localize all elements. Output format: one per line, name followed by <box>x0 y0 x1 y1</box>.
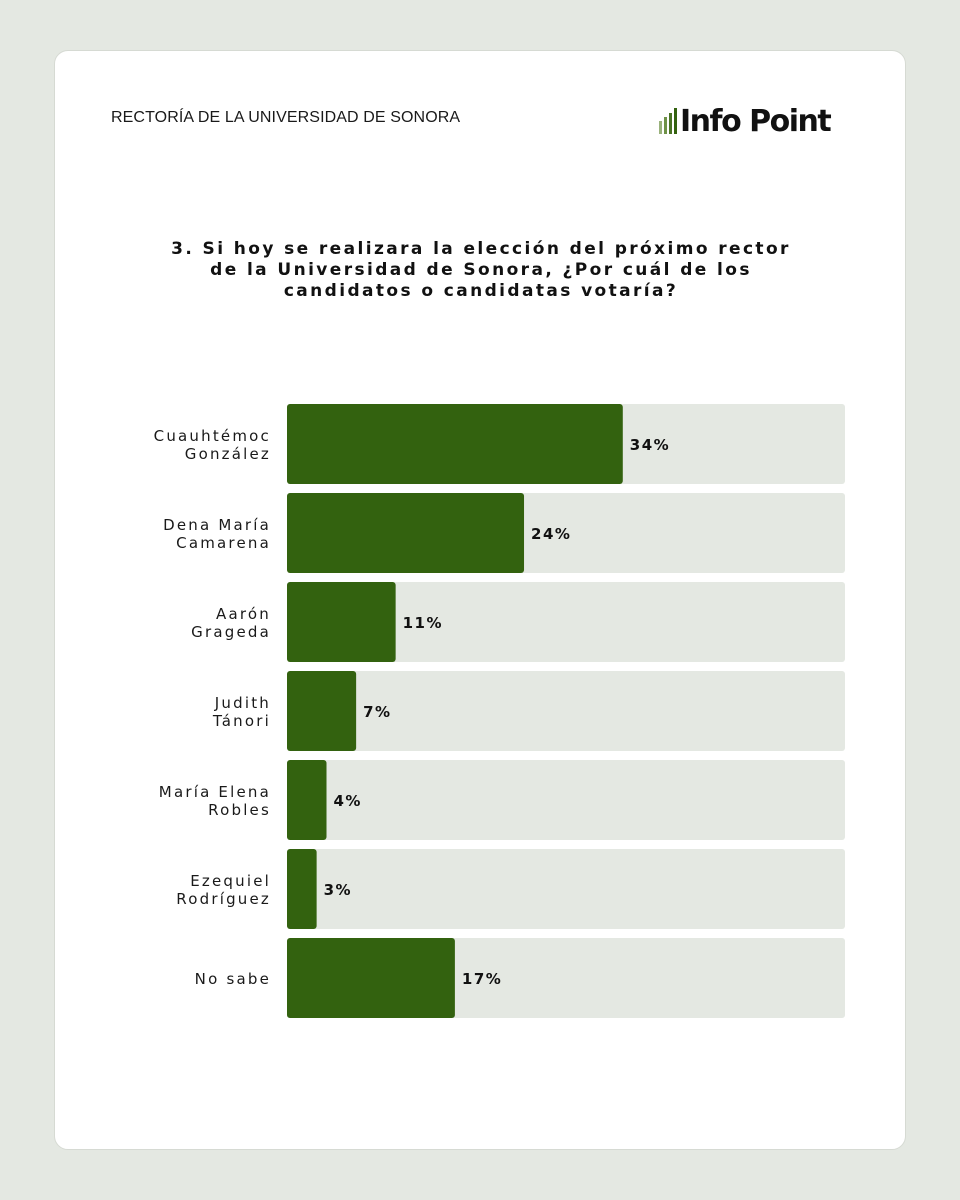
chart-title-line: de la Universidad de Sonora, ¿Por cuál d… <box>210 260 752 280</box>
chart-title-line: 3. Si hoy se realizara la elección del p… <box>171 239 791 259</box>
category-label: Aarón Grageda <box>191 605 271 641</box>
category-label-line: No sabe <box>195 970 271 988</box>
bar-track <box>287 671 845 751</box>
source-label: RECTORÍA DE LA UNIVERSIDAD DE SONORA <box>111 109 461 126</box>
category-label: María Elena Robles <box>159 783 271 819</box>
category-label-line: María Elena <box>159 783 271 801</box>
chart-title: 3. Si hoy se realizara la elección del p… <box>55 239 907 302</box>
bar <box>287 671 357 751</box>
bar <box>287 582 396 662</box>
value-label: 34% <box>630 436 670 454</box>
bars-layer: 34% Cuauhtémoc González 24% Dena María Camare… <box>154 404 845 1018</box>
bar-track <box>287 760 845 840</box>
category-label: Ezequiel Rodríguez <box>176 872 271 908</box>
category-label-line: Ezequiel <box>190 872 271 890</box>
chart-title-line: candidatos o candidatas votaría? <box>283 281 679 301</box>
category-label-line: Cuauhtémoc <box>154 427 271 445</box>
info-point-logo: Info Point <box>659 101 832 139</box>
value-label: 4% <box>334 792 362 810</box>
bar <box>287 938 455 1018</box>
category-label-line: Aarón <box>216 605 271 623</box>
category-label: Judith Tánori <box>212 694 271 730</box>
bar <box>287 404 623 484</box>
value-label: 11% <box>403 614 443 632</box>
logo-bars-icon <box>659 104 679 134</box>
category-label-line: González <box>185 445 271 463</box>
value-label: 3% <box>324 881 352 899</box>
category-label: No sabe <box>195 970 271 988</box>
value-label: 7% <box>363 703 391 721</box>
category-label-line: Robles <box>208 801 271 819</box>
category-label: Cuauhtémoc González <box>154 427 271 463</box>
logo-text: Info Point <box>680 104 832 139</box>
bar-track <box>287 582 845 662</box>
logo-bar <box>659 121 662 134</box>
category-label-line: Rodríguez <box>176 890 271 908</box>
logo-bar <box>674 108 677 134</box>
bar-track <box>287 849 845 929</box>
category-label: Dena María Camarena <box>163 516 271 552</box>
bar <box>287 493 525 573</box>
category-label-line: Grageda <box>191 623 271 641</box>
bar <box>287 760 327 840</box>
category-label-line: Dena María <box>163 516 271 534</box>
value-label: 24% <box>531 525 571 543</box>
category-label-line: Camarena <box>176 534 271 552</box>
value-label: 17% <box>462 970 502 988</box>
category-label-line: Judith <box>214 694 271 712</box>
bar <box>287 849 317 929</box>
logo-bar <box>669 113 672 134</box>
logo-bar <box>664 117 667 134</box>
category-label-line: Tánori <box>212 712 271 730</box>
